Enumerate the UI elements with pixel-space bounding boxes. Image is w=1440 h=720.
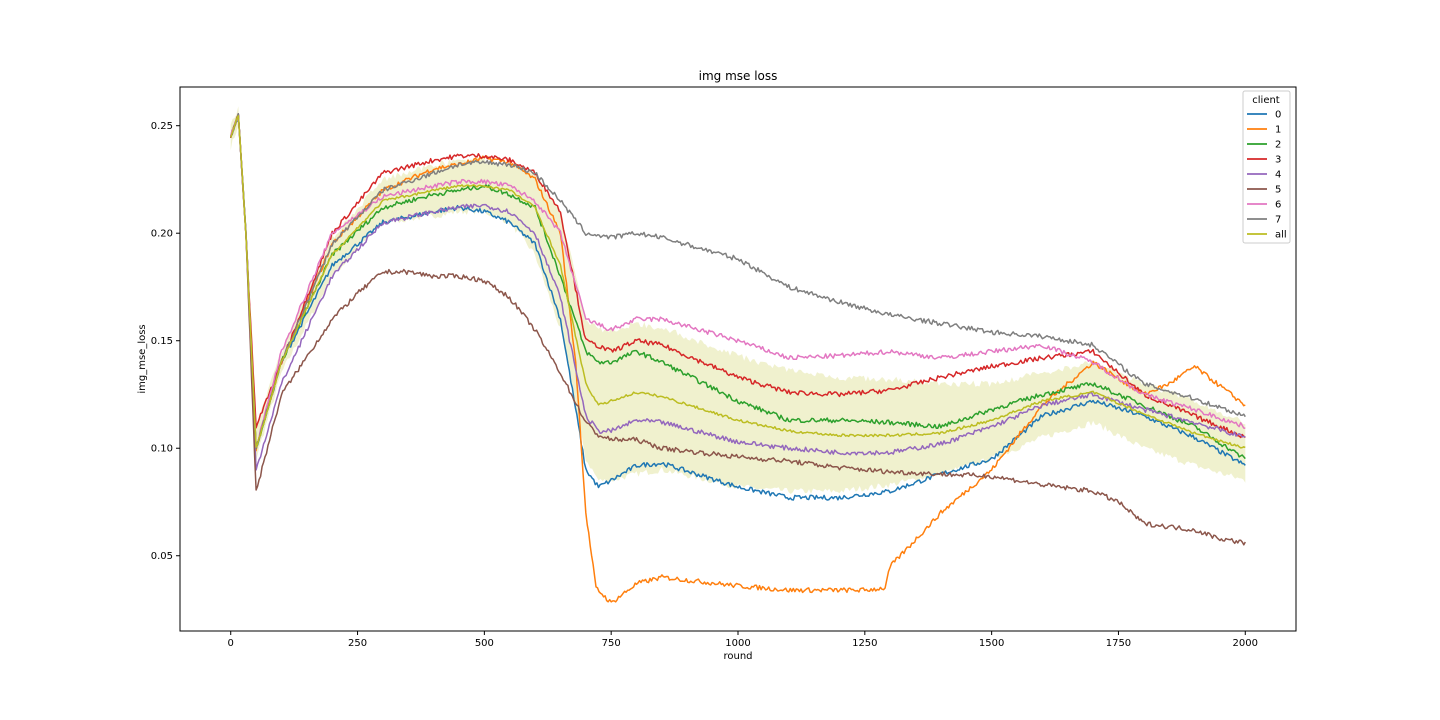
legend-title: client: [1252, 95, 1280, 106]
series-line-2: [229, 115, 1246, 460]
x-tick-label: 250: [348, 638, 367, 649]
series-line-5: [230, 113, 1246, 546]
y-tick-label: 0.15: [151, 336, 173, 347]
legend-label-2: 2: [1275, 140, 1281, 151]
legend-items: 0 1 2 3 4 5 6 7 all: [1247, 110, 1287, 241]
y-axis-label: img_mse_loss: [137, 324, 148, 393]
y-tick-label: 0.05: [151, 551, 173, 562]
series-line-4: [229, 113, 1246, 471]
series-line-6: [229, 115, 1246, 449]
legend-label-7: 7: [1275, 215, 1281, 226]
legend-label-0: 0: [1275, 110, 1281, 121]
x-tick-label: 1250: [852, 638, 877, 649]
series-line-all: [229, 115, 1246, 449]
y-tick-label: 0.10: [151, 444, 173, 455]
legend-label-all: all: [1275, 230, 1287, 241]
x-tick-label: 1500: [979, 638, 1004, 649]
legend: client 0 1 2 3 4 5 6 7 all: [1242, 90, 1291, 244]
x-tick-label: 750: [602, 638, 621, 649]
legend-label-6: 6: [1275, 200, 1281, 211]
chart-title: img mse loss: [699, 69, 778, 83]
legend-label-4: 4: [1275, 170, 1281, 181]
confidence-band-all: [230, 106, 1246, 494]
x-tick-label: 1750: [1106, 638, 1131, 649]
legend-label-3: 3: [1275, 155, 1281, 166]
x-tick-label: 500: [475, 638, 494, 649]
y-tick-label: 0.25: [151, 121, 173, 132]
x-tick-label: 1000: [725, 638, 750, 649]
x-axis-ticks: 0 250 500 750 1000 1250 1500 1750 2000: [228, 631, 1258, 649]
legend-label-5: 5: [1275, 185, 1281, 196]
x-axis-label: round: [723, 651, 752, 662]
x-tick-label: 0: [228, 638, 234, 649]
y-axis-ticks: 0.05 0.10 0.15 0.20 0.25: [151, 121, 180, 562]
legend-label-1: 1: [1275, 125, 1281, 136]
y-tick-label: 0.20: [151, 229, 173, 240]
confidence-bands: [230, 106, 1246, 494]
series-lines: [229, 113, 1246, 603]
series-line-7: [230, 113, 1246, 449]
x-tick-label: 2000: [1233, 638, 1258, 649]
